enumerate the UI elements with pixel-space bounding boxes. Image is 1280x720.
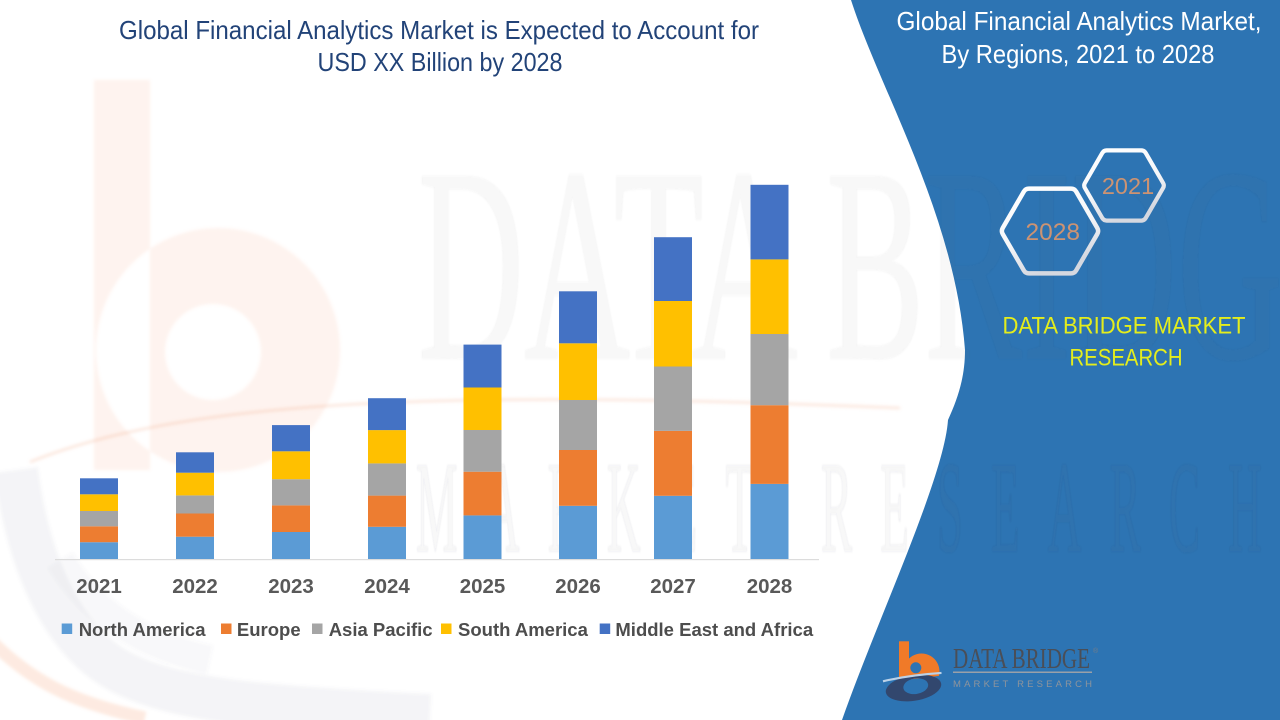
svg-text:Global Financial Analytics Mar: Global Financial Analytics Market, [897, 6, 1262, 36]
svg-text:2025: 2025 [460, 575, 506, 598]
svg-text:Global Financial Analytics Mar: Global Financial Analytics Market is Exp… [119, 15, 759, 45]
svg-text:USD XX Billion by 2028: USD XX Billion by 2028 [318, 47, 563, 77]
svg-text:North America: North America [79, 619, 207, 640]
svg-text:2023: 2023 [268, 575, 314, 598]
svg-text:MARKET RESEARCH: MARKET RESEARCH [953, 679, 1092, 690]
svg-text:2028: 2028 [747, 575, 793, 598]
svg-text:DATA BRIDGE: DATA BRIDGE [418, 111, 1280, 418]
svg-text:Middle East and Africa: Middle East and Africa [615, 619, 813, 640]
svg-text:DATA BRIDGE: DATA BRIDGE [953, 644, 1090, 675]
svg-text:2024: 2024 [364, 575, 410, 598]
svg-text:By Regions, 2021 to 2028: By Regions, 2021 to 2028 [942, 39, 1215, 69]
svg-text:2028: 2028 [1026, 219, 1081, 246]
svg-text:®: ® [1093, 647, 1099, 655]
svg-text:MARKET RESEARCH: MARKET RESEARCH [416, 437, 1280, 581]
svg-text:South America: South America [458, 619, 589, 640]
svg-text:Asia Pacific: Asia Pacific [329, 619, 433, 640]
svg-text:2027: 2027 [650, 575, 696, 598]
svg-text:DATA BRIDGE MARKET: DATA BRIDGE MARKET [1003, 313, 1246, 340]
svg-text:2022: 2022 [172, 575, 218, 598]
svg-text:2021: 2021 [1102, 173, 1154, 199]
svg-text:2021: 2021 [76, 575, 122, 598]
svg-text:Europe: Europe [237, 619, 301, 640]
svg-text:2026: 2026 [555, 575, 601, 598]
svg-text:RESEARCH: RESEARCH [1070, 345, 1183, 372]
